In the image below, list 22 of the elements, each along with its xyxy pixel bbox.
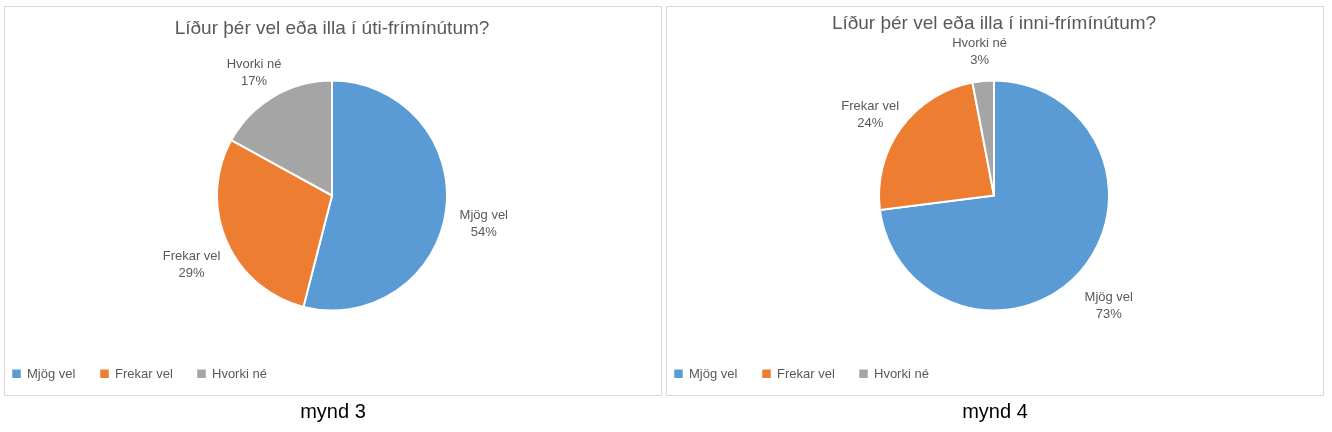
data-label: 29% (178, 265, 206, 281)
chart-title: Líður þér vel eða illa í inni-frímínútum? (831, 12, 1157, 34)
chart-title: Líður þér vel eða illa í úti-frímínútum? (174, 17, 490, 38)
slice-label: Mjög vel (1084, 288, 1134, 304)
data-label: 17% (241, 72, 268, 88)
slice-label: Frekar vel (162, 248, 221, 264)
legend-label: Hvorki né (212, 365, 267, 381)
slice-label: Frekar vel (841, 97, 900, 113)
legend-label: Hvorki né (874, 365, 929, 381)
data-label: 3% (970, 52, 990, 68)
legend-label: Frekar vel (777, 365, 835, 381)
legend-label: Mjög vel (689, 365, 738, 381)
slice-label: Mjög vel (459, 206, 509, 222)
legend-label: Frekar vel (115, 365, 173, 381)
data-label: 73% (1095, 305, 1123, 321)
slice-label: Hvorki né (226, 55, 282, 71)
data-label: 24% (857, 114, 884, 130)
text: mynd 4 (961, 400, 1029, 423)
data-label: 54% (470, 223, 498, 239)
slice-label: Hvorki né (952, 35, 1008, 51)
text: mynd 3 (299, 400, 367, 423)
legend-label: Mjög vel (27, 365, 76, 381)
